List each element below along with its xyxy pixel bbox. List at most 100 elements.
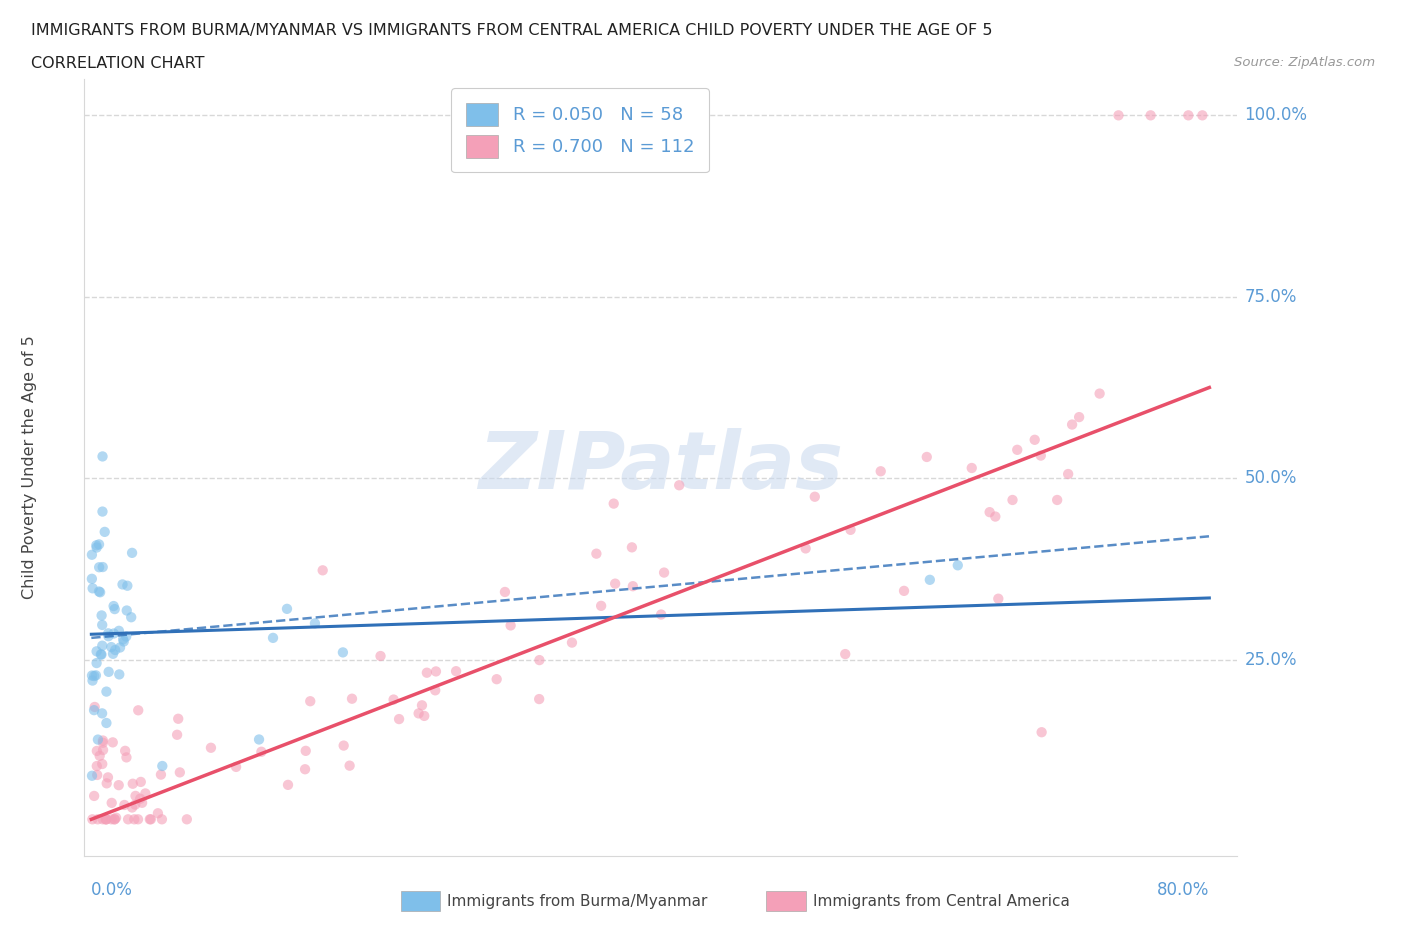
Point [103, 626, 125, 641]
Text: 80.0%: 80.0% [1157, 881, 1209, 899]
Point [124, 789, 146, 804]
Point [80, 571, 103, 586]
Point [96, 684, 118, 699]
Point [115, 603, 138, 618]
Text: Child Poverty Under the Age of 5: Child Poverty Under the Age of 5 [21, 336, 37, 599]
Point [129, 791, 152, 806]
Point [652, 565, 675, 580]
Point [112, 634, 135, 649]
Text: Immigrants from Central America: Immigrants from Central America [813, 894, 1070, 909]
Point [620, 540, 643, 555]
Point [87, 537, 110, 551]
Text: 50.0%: 50.0% [1244, 470, 1296, 487]
Point [94, 812, 117, 827]
Point [494, 585, 516, 600]
Point [247, 732, 270, 747]
Point [585, 546, 607, 561]
Point [89, 585, 111, 600]
Point [304, 616, 326, 631]
Point [1031, 724, 1053, 739]
Point [83, 789, 105, 804]
Point [425, 664, 447, 679]
Point [97, 664, 120, 679]
Point [167, 711, 190, 726]
Point [91, 757, 114, 772]
Point [101, 735, 124, 750]
Point [984, 509, 1007, 524]
Point [80, 668, 103, 683]
Point [90, 647, 112, 662]
Point [605, 577, 627, 591]
Point [960, 460, 983, 475]
Point [94, 812, 117, 827]
Point [127, 703, 149, 718]
Point [1108, 108, 1130, 123]
Point [1001, 493, 1024, 508]
Point [124, 812, 146, 827]
Point [97, 629, 120, 644]
Point [1007, 443, 1029, 458]
Point [527, 692, 550, 707]
Point [1088, 386, 1111, 401]
Point [90, 647, 112, 662]
Point [112, 798, 135, 813]
Point [987, 591, 1010, 606]
Point [124, 797, 146, 812]
Point [115, 750, 138, 764]
Point [83, 699, 105, 714]
Point [425, 683, 447, 698]
Text: 25.0%: 25.0% [1244, 651, 1296, 669]
Point [918, 572, 941, 587]
Point [1046, 493, 1069, 508]
Point [91, 560, 114, 575]
Point [117, 578, 139, 593]
Point [121, 800, 143, 815]
Point [1177, 108, 1199, 123]
Point [413, 709, 436, 724]
Point [416, 665, 439, 680]
Point [91, 736, 114, 751]
Point [86, 540, 108, 555]
Point [87, 732, 110, 747]
Point [104, 602, 127, 617]
Point [121, 777, 143, 791]
Point [80, 768, 103, 783]
Point [169, 765, 191, 780]
Point [312, 563, 335, 578]
Point [1191, 108, 1213, 123]
Point [277, 777, 299, 792]
Text: Immigrants from Burma/Myanmar: Immigrants from Burma/Myanmar [447, 894, 707, 909]
Point [82, 812, 104, 827]
Point [86, 644, 108, 658]
Point [1029, 448, 1052, 463]
Point [129, 775, 152, 790]
Point [485, 671, 508, 686]
Point [869, 464, 891, 479]
Point [127, 812, 149, 827]
Point [86, 538, 108, 552]
Point [93, 525, 115, 539]
Point [839, 523, 862, 538]
Point [299, 694, 322, 709]
Point [262, 631, 284, 645]
Point [1062, 418, 1084, 432]
Point [650, 607, 672, 622]
Point [529, 653, 551, 668]
Point [131, 795, 153, 810]
Text: IMMIGRANTS FROM BURMA/MYANMAR VS IMMIGRANTS FROM CENTRAL AMERICA CHILD POVERTY U: IMMIGRANTS FROM BURMA/MYANMAR VS IMMIGRA… [31, 23, 993, 38]
Point [668, 478, 690, 493]
Point [561, 635, 583, 650]
Point [87, 584, 110, 599]
Point [89, 749, 111, 764]
Point [340, 691, 363, 706]
Point [225, 760, 247, 775]
Point [96, 715, 118, 730]
Point [108, 640, 131, 655]
Point [834, 646, 856, 661]
Point [250, 744, 273, 759]
Point [96, 776, 118, 790]
Point [139, 812, 162, 827]
Point [276, 602, 298, 617]
Point [82, 673, 104, 688]
Point [91, 733, 114, 748]
